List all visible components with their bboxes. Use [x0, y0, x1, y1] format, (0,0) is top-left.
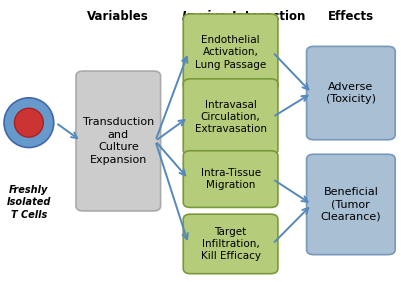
Text: Variables: Variables: [87, 10, 149, 23]
FancyBboxPatch shape: [76, 71, 160, 211]
Text: Adverse
(Toxicity): Adverse (Toxicity): [326, 82, 376, 104]
Text: Intravasal
Circulation,
Extravasation: Intravasal Circulation, Extravasation: [194, 100, 267, 135]
FancyBboxPatch shape: [183, 151, 278, 208]
Text: Transduction
and
Culture
Expansion: Transduction and Culture Expansion: [83, 117, 154, 165]
Ellipse shape: [4, 98, 54, 147]
Ellipse shape: [14, 108, 43, 137]
FancyBboxPatch shape: [183, 79, 278, 155]
Text: Interaction: Interaction: [228, 10, 305, 23]
Text: Endothelial
Activation,
Lung Passage: Endothelial Activation, Lung Passage: [195, 35, 266, 70]
Text: Freshly
Isolated
T Cells: Freshly Isolated T Cells: [7, 185, 51, 219]
Text: Beneficial
(Tumor
Clearance): Beneficial (Tumor Clearance): [320, 187, 381, 222]
FancyBboxPatch shape: [306, 46, 395, 140]
Text: Intra-Tissue
Migration: Intra-Tissue Migration: [200, 168, 261, 190]
FancyBboxPatch shape: [306, 154, 395, 255]
Text: Effects: Effects: [328, 10, 374, 23]
Text: In vivo: In vivo: [182, 10, 227, 23]
FancyBboxPatch shape: [183, 14, 278, 90]
FancyBboxPatch shape: [183, 214, 278, 274]
Text: Target
Infiltration,
Kill Efficacy: Target Infiltration, Kill Efficacy: [200, 226, 261, 261]
